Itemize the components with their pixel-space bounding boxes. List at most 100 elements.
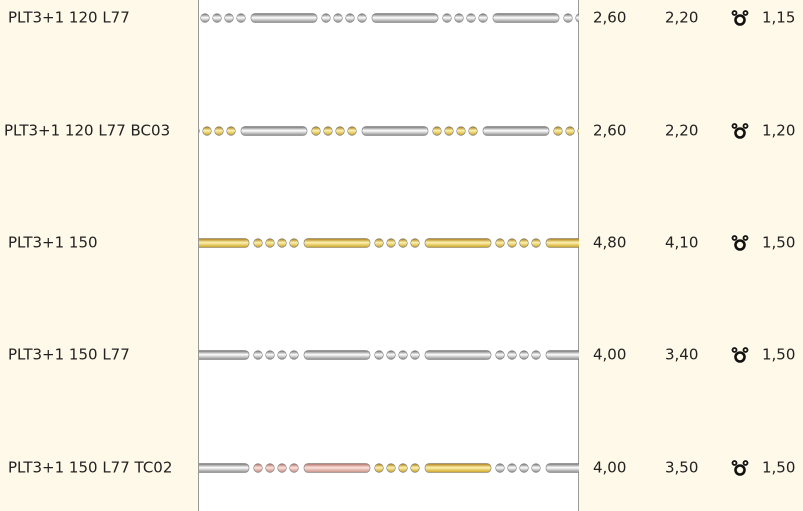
chain-bead <box>398 350 408 360</box>
chain-bead <box>519 463 529 473</box>
icon-loop <box>742 235 749 241</box>
chain-bead <box>565 126 575 136</box>
value: 1,50 <box>762 234 795 252</box>
chain-bead <box>386 238 396 248</box>
chain-bead <box>374 463 384 473</box>
chain-bead <box>442 13 452 23</box>
chain-bead <box>253 238 263 248</box>
chain-bar <box>199 463 250 473</box>
value: 4,10 <box>665 234 698 252</box>
chain-bead <box>277 238 287 248</box>
chain-bar <box>361 126 429 136</box>
chain-bead <box>265 238 275 248</box>
value: 2,20 <box>665 122 698 140</box>
chain-bead <box>531 463 541 473</box>
chain-bead <box>575 13 579 23</box>
chain-bead <box>265 350 275 360</box>
product-code: PLT3+1 120 L77 BC03 <box>4 122 170 140</box>
chain-bead <box>478 13 488 23</box>
chain-bead <box>347 126 357 136</box>
product-code: PLT3+1 150 L77 <box>8 346 130 364</box>
chain-bar <box>545 463 579 473</box>
chain-bar <box>424 463 492 473</box>
icon-loop <box>742 123 749 129</box>
chain-bead <box>323 126 333 136</box>
chain-bead <box>519 238 529 248</box>
chain-bead <box>444 126 454 136</box>
icon-loop <box>731 235 738 241</box>
chain-bead <box>374 350 384 360</box>
chain-bar <box>545 238 579 248</box>
chain-bead <box>432 126 442 136</box>
icon-loop <box>742 10 749 16</box>
chain-bead <box>386 463 396 473</box>
chain-bead <box>289 463 299 473</box>
clasp-icon <box>731 235 749 251</box>
chain-bead <box>495 350 505 360</box>
chain-bar <box>199 350 250 360</box>
value: 2,60 <box>593 9 626 27</box>
chain-bead <box>253 350 263 360</box>
value: 4,00 <box>593 346 626 364</box>
chain-bar <box>492 13 560 23</box>
icon-loop <box>742 347 749 353</box>
chain-image <box>199 350 579 360</box>
value: 1,50 <box>762 459 795 477</box>
chain-bead <box>410 350 420 360</box>
clasp-icon <box>731 10 749 26</box>
product-code: PLT3+1 150 L77 TC02 <box>8 459 172 477</box>
chain-bead <box>374 238 384 248</box>
chain-bead <box>311 126 321 136</box>
value: 1,20 <box>762 122 795 140</box>
value: 2,60 <box>593 122 626 140</box>
chain-bead <box>468 126 478 136</box>
clasp-icon <box>731 460 749 476</box>
chain-bead <box>236 13 246 23</box>
chain-bead <box>577 127 579 135</box>
chain-bead <box>507 238 517 248</box>
chain-bead <box>466 13 476 23</box>
chain-bead <box>398 463 408 473</box>
chain-bead <box>553 126 563 136</box>
chain-bead <box>410 463 420 473</box>
chain-bead <box>456 126 466 136</box>
chain-bar <box>240 126 308 136</box>
chain-bead <box>224 13 234 23</box>
chain-bead <box>289 238 299 248</box>
product-code: PLT3+1 120 L77 <box>8 9 130 27</box>
icon-loop <box>731 123 738 129</box>
clasp-icon <box>731 123 749 139</box>
value: 3,50 <box>665 459 698 477</box>
chain-bar <box>424 238 492 248</box>
chain-bar <box>303 238 371 248</box>
chain-bar <box>545 350 579 360</box>
chain-bead <box>321 13 331 23</box>
chain-bead <box>253 463 263 473</box>
chain-bead <box>357 13 367 23</box>
icon-loop <box>731 10 738 16</box>
chain-bead <box>410 238 420 248</box>
chain-bead <box>289 350 299 360</box>
chain-bead <box>507 350 517 360</box>
icon-loop <box>731 347 738 353</box>
value: 4,80 <box>593 234 626 252</box>
chain-image <box>200 13 579 23</box>
chain-bead <box>563 13 573 23</box>
chain-bead <box>386 350 396 360</box>
icon-ring <box>734 239 746 251</box>
chain-bead <box>333 13 343 23</box>
icon-ring <box>734 351 746 363</box>
chain-bead <box>345 13 355 23</box>
chain-bar <box>303 350 371 360</box>
chain-image <box>199 238 579 248</box>
chain-bead <box>398 238 408 248</box>
chain-bead <box>202 126 212 136</box>
chain-bar <box>250 13 318 23</box>
icon-ring <box>734 14 746 26</box>
value: 2,20 <box>665 9 698 27</box>
chain-bead <box>212 13 222 23</box>
chain-bar <box>371 13 439 23</box>
product-code: PLT3+1 150 <box>8 234 98 252</box>
chain-bar <box>424 350 492 360</box>
